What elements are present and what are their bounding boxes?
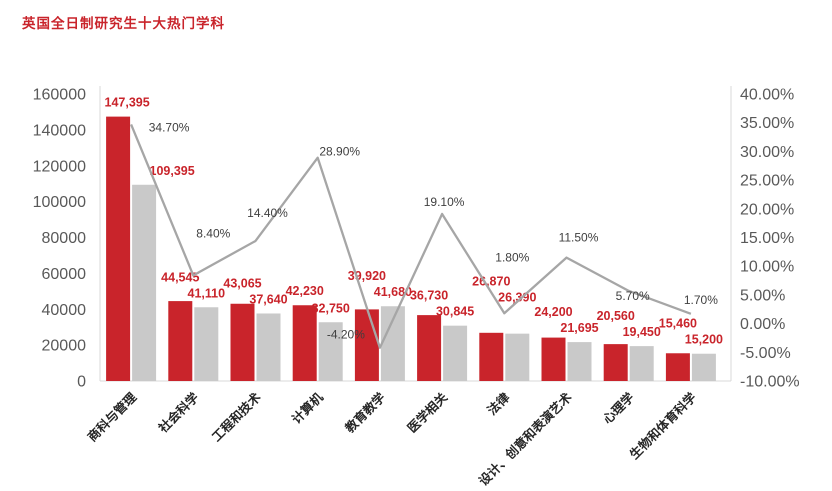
right-axis-tick: 0.00% — [740, 316, 785, 333]
value-label-gray: 41,680 — [374, 285, 412, 299]
bar-red — [665, 353, 690, 381]
value-label-gray: 37,640 — [249, 292, 287, 306]
right-axis-tick: 15.00% — [740, 230, 794, 247]
bar-red — [354, 309, 379, 381]
value-label-red: 24,200 — [534, 305, 572, 319]
right-axis-tick: -10.00% — [740, 374, 800, 391]
left-axis-tick: 20000 — [42, 338, 87, 355]
percent-label: 28.90% — [319, 145, 360, 159]
bar-red — [603, 344, 628, 381]
category-label: 工程和技术 — [209, 389, 264, 444]
left-axis-tick: 80000 — [42, 230, 87, 247]
bar-gray — [318, 322, 343, 381]
growth-line-series — [130, 123, 692, 349]
right-axis-tick: 35.00% — [740, 115, 794, 132]
category-label: 社会科学 — [155, 389, 202, 436]
left-axis-tick: 120000 — [33, 158, 86, 175]
value-label-red: 36,730 — [410, 289, 448, 303]
value-label-red: 20,560 — [597, 309, 635, 323]
category-label: 心理学 — [600, 389, 637, 426]
right-axis-tick: 10.00% — [740, 259, 794, 276]
value-label-red: 26,870 — [472, 275, 510, 289]
percent-label: 5.70% — [616, 289, 650, 303]
bar-series — [106, 116, 716, 381]
value-label-gray: 30,845 — [436, 305, 474, 319]
bar-red — [292, 305, 317, 381]
left-axis: 0 20000 40000 60000 80000 100000 120000 140000 1… — [33, 87, 86, 391]
percent-labels: 34.70% 8.40% 14.40% 28.90% -4.20% 19.10% 1.80%… — [149, 120, 718, 341]
bar-red — [106, 116, 131, 381]
value-label-red: 147,395 — [105, 96, 150, 110]
left-axis-tick: 60000 — [42, 266, 87, 283]
category-label: 生物和体育科学 — [627, 389, 700, 462]
bar-gray — [443, 325, 468, 381]
left-axis-tick: 40000 — [42, 302, 87, 319]
right-axis-tick: 40.00% — [740, 87, 794, 104]
bar-gray — [629, 346, 654, 381]
bar-gray — [132, 184, 157, 381]
bar-gray — [505, 333, 530, 381]
percent-label: -4.20% — [327, 328, 365, 342]
category-label: 计算机 — [289, 389, 326, 426]
right-axis-tick: 5.00% — [740, 287, 785, 304]
bar-gray — [691, 353, 716, 381]
percent-label: 1.70% — [684, 293, 718, 307]
category-label: 医学相关 — [404, 389, 450, 435]
right-axis-tick: 30.00% — [740, 144, 794, 161]
value-label-gray: 21,695 — [560, 321, 598, 335]
bar-red — [479, 332, 504, 381]
left-axis-tick: 0 — [77, 374, 86, 391]
value-label-gray: 19,450 — [623, 325, 661, 339]
percent-label: 19.10% — [424, 195, 465, 209]
value-label-red: 43,065 — [223, 276, 261, 290]
right-axis-tick: 20.00% — [740, 201, 794, 218]
chart-title: 英国全日制研究生十大热门学科 — [22, 16, 225, 31]
value-label-red: 39,920 — [348, 269, 386, 283]
category-label: 商科与管理 — [84, 389, 139, 444]
percent-label: 34.70% — [149, 120, 190, 134]
value-label-gray: 32,750 — [312, 301, 350, 315]
left-axis-tick: 100000 — [33, 194, 86, 211]
bar-gray — [194, 307, 219, 381]
value-label-red: 44,545 — [161, 270, 199, 284]
category-label: 法律 — [484, 389, 513, 418]
value-label-gray: 15,200 — [685, 333, 723, 347]
right-axis-tick: -5.00% — [740, 345, 791, 362]
value-label-gray: 109,395 — [150, 164, 195, 178]
bar-gray — [567, 342, 592, 381]
category-label: 教育教学 — [341, 389, 388, 436]
value-label-red: 42,230 — [286, 284, 324, 298]
right-axis: -10.00% -5.00% 0.00% 5.00% 10.00% 15.00% 20.00… — [740, 87, 800, 391]
bar-gray — [256, 313, 281, 381]
right-axis-tick: 25.00% — [740, 173, 794, 190]
percent-label: 14.40% — [247, 206, 288, 220]
growth-line — [130, 123, 692, 349]
percent-label: 11.50% — [559, 231, 599, 245]
bar-red — [230, 303, 255, 381]
percent-label: 1.80% — [495, 250, 529, 264]
value-label-gray: 41,110 — [188, 286, 226, 300]
bar-red — [541, 337, 566, 381]
bar-red — [168, 301, 193, 381]
left-axis-tick: 160000 — [33, 87, 86, 104]
bar-red — [417, 315, 442, 381]
left-axis-tick: 140000 — [33, 122, 86, 139]
percent-label: 8.40% — [196, 226, 230, 240]
value-label-red: 15,460 — [659, 317, 697, 331]
